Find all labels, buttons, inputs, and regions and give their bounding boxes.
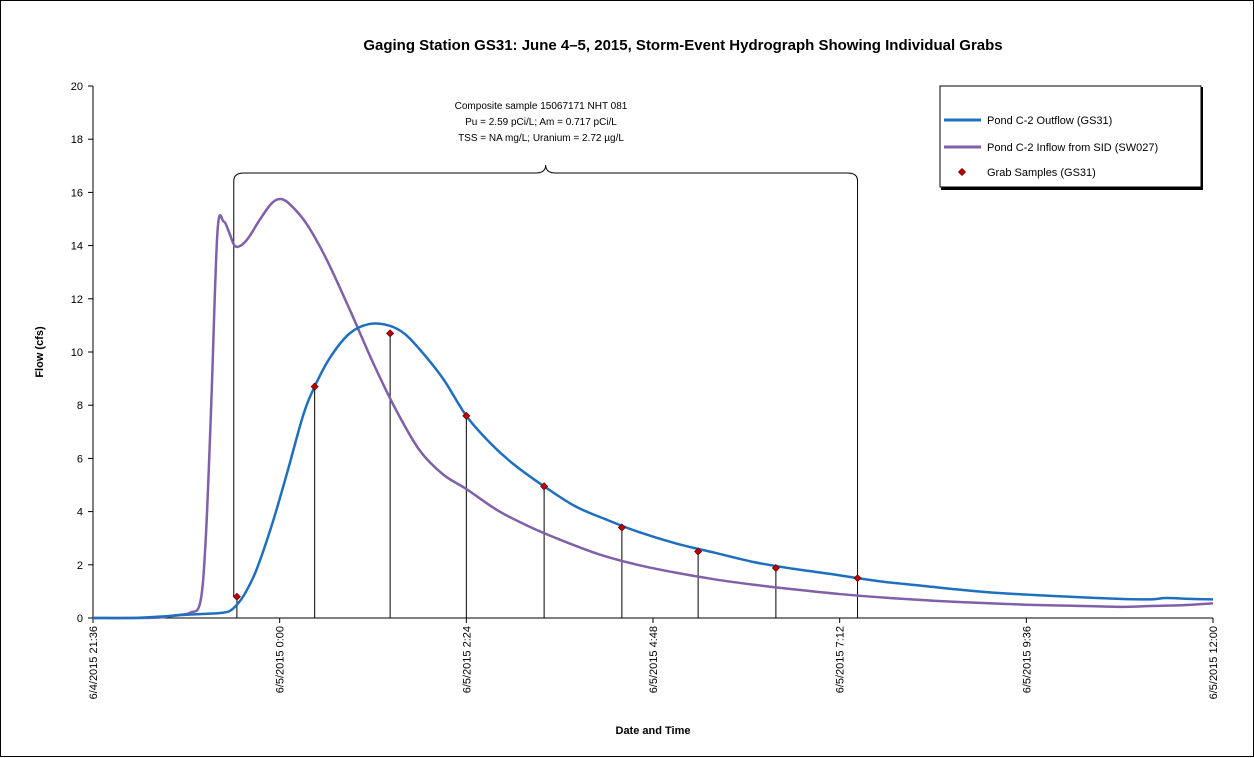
- y-axis-title: Flow (cfs): [34, 326, 46, 378]
- grab-sample-point: [617, 523, 626, 532]
- grab-sample-point: [540, 482, 549, 491]
- y-tick-label: 14: [71, 241, 83, 253]
- x-tick-label: 6/5/2015 4:48: [648, 626, 660, 693]
- series-line-outflow: [92, 322, 1214, 620]
- legend: Pond C-2 Outflow (GS31) Pond C-2 Inflow …: [939, 85, 1203, 190]
- y-tick-label: 0: [77, 613, 83, 625]
- composite-annotation: Composite sample 15067171 NHT 081 Pu = 2…: [455, 101, 628, 144]
- y-tick-label: 8: [77, 400, 83, 412]
- x-tick-label: 6/5/2015 0:00: [275, 626, 287, 693]
- y-ticks: 0 2 4 6 8 10 12 14 16 18 20: [71, 81, 93, 625]
- grab-sample-point: [232, 592, 241, 601]
- chart-title: Gaging Station GS31: June 4–5, 2015, Sto…: [363, 37, 1002, 54]
- x-tick-label: 6/4/2015 21:36: [88, 626, 100, 699]
- y-tick-label: 20: [71, 81, 83, 93]
- x-ticks: 6/4/2015 21:36 6/5/2015 0:00 6/5/2015 2:24…: [88, 618, 1220, 699]
- y-tick-label: 4: [77, 507, 83, 519]
- series-line-inflow: [92, 197, 1214, 620]
- legend-box: [939, 85, 1202, 188]
- legend-shadow-bottom: [941, 187, 1203, 190]
- grab-sample-point: [771, 563, 780, 573]
- grab-drop-lines: [236, 333, 859, 618]
- y-tick-label: 10: [71, 347, 83, 359]
- annotation-line-3: TSS = NA mg/L; Uranium = 2.72 µg/L: [458, 133, 624, 144]
- y-tick-label: 2: [77, 560, 83, 572]
- annotation-line-2: Pu = 2.59 pCi/L; Am = 0.717 pCi/L: [465, 117, 617, 128]
- x-axis-title: Date and Time: [616, 725, 691, 737]
- grab-sample-point: [462, 411, 471, 420]
- series-lines: [92, 197, 1214, 620]
- legend-label-grab: Grab Samples (GS31): [987, 167, 1096, 179]
- y-tick-label: 16: [71, 187, 83, 199]
- y-tick-label: 6: [77, 453, 83, 465]
- grab-sample-point: [853, 574, 862, 583]
- grab-markers: [232, 329, 862, 601]
- legend-label-outflow: Pond C-2 Outflow (GS31): [987, 115, 1112, 127]
- bracket-curve: [233, 164, 859, 182]
- grab-sample-point: [386, 329, 395, 338]
- x-tick-label: 6/5/2015 9:36: [1021, 626, 1033, 693]
- x-tick-label: 6/5/2015 12:00: [1208, 626, 1220, 699]
- annotation-line-1: Composite sample 15067171 NHT 081: [455, 101, 628, 112]
- x-tick-label: 6/5/2015 7:12: [835, 626, 847, 693]
- y-tick-label: 12: [71, 294, 83, 306]
- grab-sample-point: [310, 382, 319, 391]
- legend-shadow-right: [1201, 87, 1203, 190]
- y-tick-label: 18: [71, 134, 83, 146]
- composite-bracket: [233, 164, 859, 597]
- grab-sample-point: [694, 547, 703, 556]
- legend-label-inflow: Pond C-2 Inflow from SID (SW027): [987, 142, 1158, 154]
- legend-swatch-grab: [957, 167, 967, 177]
- x-tick-label: 6/5/2015 2:24: [461, 626, 473, 693]
